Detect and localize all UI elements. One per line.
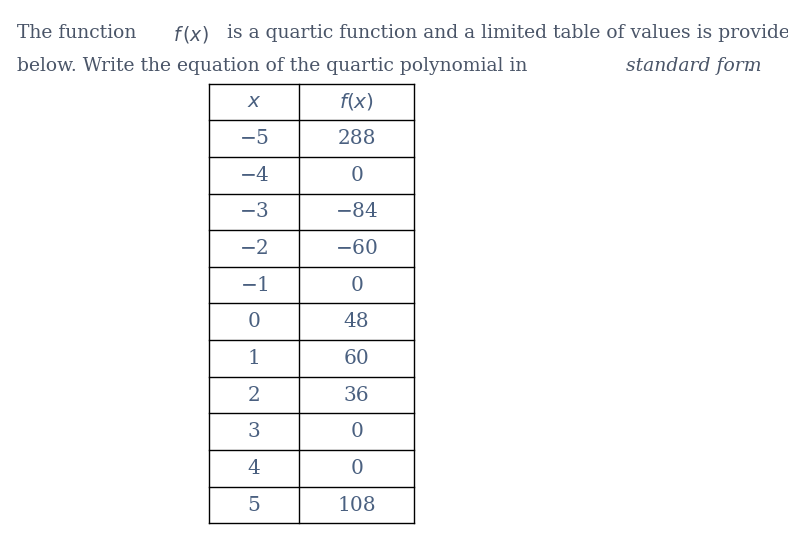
Text: $-$2: $-$2: [240, 239, 269, 258]
Text: 108: 108: [337, 495, 376, 515]
Text: 0: 0: [350, 275, 363, 295]
Text: 0: 0: [247, 312, 261, 331]
Text: 288: 288: [337, 129, 376, 148]
Text: $-$60: $-$60: [335, 239, 378, 258]
Text: 48: 48: [344, 312, 370, 331]
Text: $-$84: $-$84: [335, 202, 378, 222]
Text: 4: 4: [247, 459, 261, 478]
Text: $-$4: $-$4: [239, 165, 269, 185]
Text: below. Write the equation of the quartic polynomial in: below. Write the equation of the quartic…: [17, 57, 533, 74]
Text: standard form: standard form: [626, 57, 762, 74]
Text: $-$3: $-$3: [239, 202, 269, 222]
Text: 1: 1: [247, 349, 261, 368]
Text: $-$5: $-$5: [239, 129, 269, 148]
Text: 3: 3: [247, 422, 261, 441]
Text: 60: 60: [344, 349, 370, 368]
Text: is a quartic function and a limited table of values is provided: is a quartic function and a limited tabl…: [221, 24, 788, 42]
Text: The function: The function: [17, 24, 143, 42]
Text: 0: 0: [350, 422, 363, 441]
Text: 0: 0: [350, 165, 363, 185]
Text: $f(x)$: $f(x)$: [339, 92, 374, 112]
Text: 5: 5: [247, 495, 261, 515]
Text: $x$: $x$: [247, 92, 262, 112]
Text: 0: 0: [350, 459, 363, 478]
Text: 36: 36: [344, 385, 370, 405]
Text: $-$1: $-$1: [240, 275, 269, 295]
Text: $f\,(x)$: $f\,(x)$: [173, 24, 208, 45]
Text: 2: 2: [247, 385, 261, 405]
Text: .: .: [746, 57, 752, 74]
